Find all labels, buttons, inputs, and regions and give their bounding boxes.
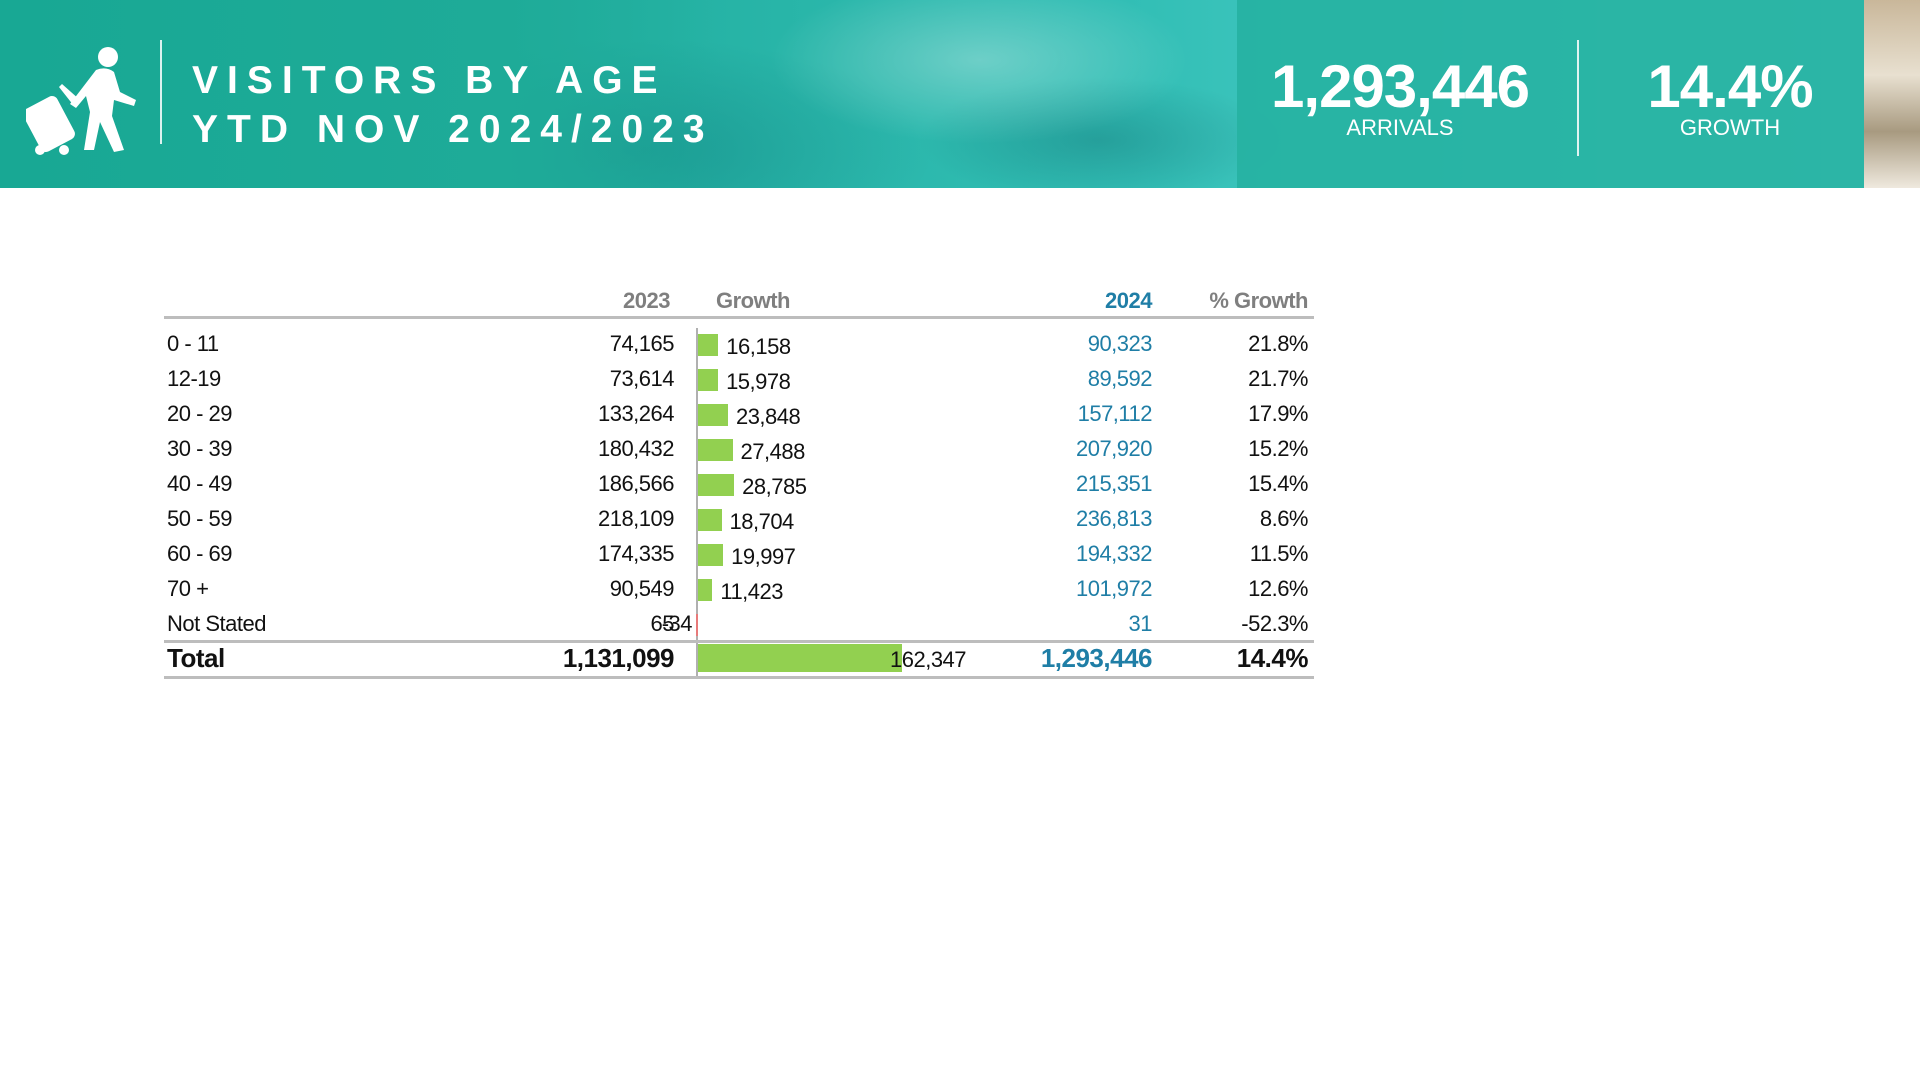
value-2023: 73,614 (609, 366, 675, 391)
header-banner: VISITORS BY AGE YTD NOV 2024/2023 1,293,… (0, 0, 1920, 188)
pct-growth: 15.2% (1248, 436, 1308, 461)
age-group-label: 60 - 69 (167, 541, 233, 566)
value-2023: 180,432 (597, 436, 675, 461)
arrivals-label: ARRIVALS (1346, 115, 1454, 140)
table-row: 20 - 29 133,264 23,848 157,112 17.9% (164, 398, 1314, 432)
growth-bar (698, 579, 713, 601)
growth-bar-negative (696, 614, 698, 636)
value-2023: 174,335 (597, 541, 675, 566)
table-row: 12-19 73,614 15,978 89,592 21.7% (164, 363, 1314, 397)
growth-kpi: 14.4% GROWTH (1600, 54, 1860, 140)
pct-growth: 17.9% (1248, 401, 1308, 426)
value-2024: 101,972 (1075, 576, 1153, 601)
header-pct-growth: % Growth (1209, 288, 1308, 313)
pct-growth: 15.4% (1248, 471, 1308, 496)
pct-growth: 14.4% (1236, 643, 1309, 673)
total-top-rule (164, 640, 1314, 643)
growth-value: 19,997 (731, 544, 796, 569)
growth-bar (698, 439, 733, 461)
growth-value: -34 (661, 611, 693, 636)
growth-bar (698, 474, 735, 496)
growth-label: GROWTH (1679, 115, 1781, 140)
growth-value: 28,785 (742, 474, 807, 499)
table-row: 40 - 49 186,566 28,785 215,351 15.4% (164, 468, 1314, 502)
growth-value: 14.4% (1647, 53, 1813, 120)
title-line-2: YTD NOV 2024/2023 (192, 108, 714, 151)
age-group-label: 40 - 49 (167, 471, 233, 496)
pct-growth: -52.3% (1241, 611, 1308, 636)
title-divider (160, 40, 162, 144)
age-group-label: 20 - 29 (167, 401, 233, 426)
beach-photo-strip (1864, 0, 1920, 188)
value-2023: 90,549 (609, 576, 675, 601)
traveler-with-luggage-icon (26, 47, 136, 155)
age-group-label: Total (167, 643, 225, 673)
header-rule (164, 316, 1314, 319)
value-2023: 1,131,099 (562, 643, 675, 673)
pct-growth: 8.6% (1259, 506, 1309, 531)
value-2024: 90,323 (1087, 331, 1153, 356)
kpi-divider (1577, 40, 1579, 156)
growth-value: 23,848 (735, 404, 801, 429)
age-group-label: Not Stated (167, 611, 266, 636)
pct-growth: 11.5% (1249, 541, 1309, 566)
value-2024: 207,920 (1075, 436, 1153, 461)
page-title: VISITORS BY AGE YTD NOV 2024/2023 (192, 56, 714, 154)
table-row: 30 - 39 180,432 27,488 207,920 15.2% (164, 433, 1314, 467)
value-2024: 215,351 (1075, 471, 1153, 496)
table-row: 0 - 11 74,165 16,158 90,323 21.8% (164, 328, 1314, 362)
growth-bar (698, 644, 902, 672)
value-2023: 186,566 (597, 471, 675, 496)
pct-growth: 12.6% (1248, 576, 1308, 601)
growth-bar (698, 509, 722, 531)
growth-value: 162,347 (890, 647, 967, 672)
age-group-label: 0 - 11 (167, 331, 219, 356)
value-2023: 133,264 (597, 401, 675, 426)
value-2024: 194,332 (1075, 541, 1153, 566)
growth-bar (698, 404, 728, 426)
value-2023: 74,165 (609, 331, 675, 356)
table-row: Not Stated 65 -34 31 -52.3% (164, 608, 1314, 642)
age-group-label: 50 - 59 (167, 506, 233, 531)
growth-value: 18,704 (729, 509, 795, 534)
growth-axis (696, 328, 698, 678)
growth-bar (698, 334, 719, 356)
kpi-panel (1237, 0, 1864, 188)
pct-growth: 21.8% (1248, 331, 1308, 356)
growth-bar (698, 369, 719, 391)
arrivals-kpi: 1,293,446 ARRIVALS (1250, 54, 1550, 140)
table-row: 50 - 59 218,109 18,704 236,813 8.6% (164, 503, 1314, 537)
pct-growth: 21.7% (1248, 366, 1308, 391)
age-group-label: 70 + (167, 576, 209, 601)
table-row: 70 + 90,549 11,423 101,972 12.6% (164, 573, 1314, 607)
growth-value: 11,423 (720, 579, 783, 604)
age-group-label: 30 - 39 (167, 436, 233, 461)
growth-value: 15,978 (726, 369, 791, 394)
total-row: Total 1,131,099 162,347 1,293,446 14.4% (164, 642, 1314, 676)
value-2023: 218,109 (597, 506, 675, 531)
table-row: 60 - 69 174,335 19,997 194,332 11.5% (164, 538, 1314, 572)
header-2024-label: 2024 (1105, 288, 1152, 313)
value-2024: 1,293,446 (1040, 643, 1153, 673)
growth-value: 16,158 (726, 334, 791, 359)
visitors-by-age-table: 2023 Growth 2024 % Growth 0 - 11 74,165 16… (164, 276, 1314, 686)
growth-bar (698, 544, 724, 566)
total-bottom-rule (164, 676, 1314, 679)
age-group-label: 12-19 (167, 366, 221, 391)
value-2024: 31 (1128, 611, 1153, 636)
title-line-1: VISITORS BY AGE (192, 59, 667, 102)
header-growth: Growth (716, 288, 791, 313)
arrivals-value: 1,293,446 (1271, 53, 1530, 120)
value-2023: 65 (650, 611, 675, 636)
header-2023: 2023 (623, 288, 670, 313)
value-2024: 236,813 (1075, 506, 1153, 531)
value-2024: 89,592 (1087, 366, 1153, 391)
growth-value: 27,488 (740, 439, 806, 464)
value-2024: 157,112 (1077, 401, 1153, 426)
